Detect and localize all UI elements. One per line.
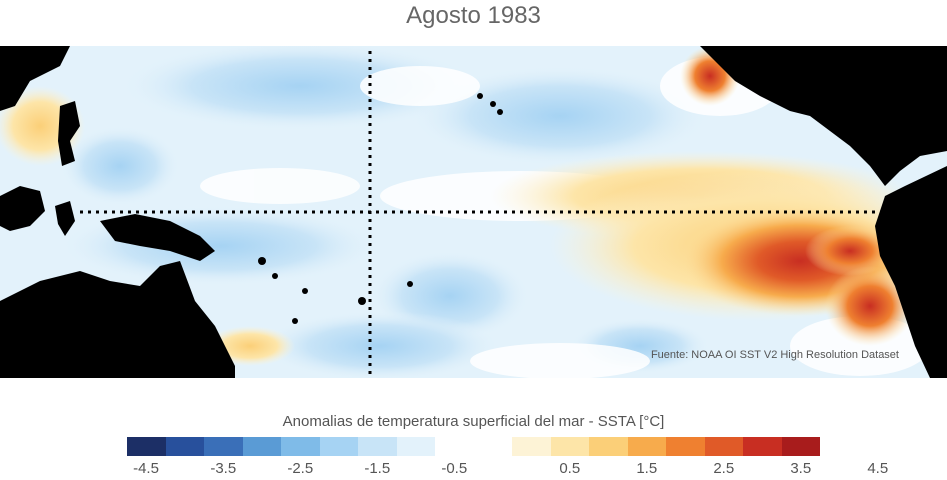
- map-title: Agosto 1983: [406, 2, 541, 29]
- colorbar-swatch: [319, 437, 358, 456]
- colorbar-swatch: [627, 437, 666, 456]
- colorbar-swatch: [242, 437, 281, 456]
- colorbar-swatch: [396, 437, 435, 456]
- colorbar-tick-label: 0.5: [559, 460, 581, 477]
- colorbar-swatch: [204, 437, 243, 456]
- map-canvas: [0, 46, 947, 378]
- asia-land: [0, 46, 70, 111]
- sst-anomaly-map: [0, 46, 947, 378]
- colorbar-tick-label: -1.5: [364, 460, 391, 477]
- colorbar-swatch: [512, 437, 551, 456]
- new-guinea-land: [100, 214, 215, 261]
- colorbar-swatch: [127, 437, 166, 456]
- colorbar-swatch: [666, 437, 705, 456]
- south-america-land: [875, 166, 947, 378]
- data-source-note: Fuente: NOAA OI SST V2 High Resolution D…: [650, 349, 899, 361]
- philippines-land: [58, 101, 80, 166]
- colorbar-swatch: [589, 437, 628, 456]
- colorbar: [127, 437, 820, 456]
- colorbar-swatch: [550, 437, 589, 456]
- colorbar-swatch: [358, 437, 397, 456]
- colorbar-tick-label: 1.5: [636, 460, 658, 477]
- colorbar-tick-label: -3.5: [210, 460, 237, 477]
- land-masses: [0, 46, 947, 378]
- colorbar-swatch: [781, 437, 820, 456]
- colorbar-tick-label: 3.5: [790, 460, 812, 477]
- colorbar-tick-label: -4.5: [133, 460, 159, 477]
- colorbar-tick-label: -0.5: [441, 460, 468, 477]
- sulawesi-land: [55, 201, 75, 236]
- colorbar-title: Anomalias de temperatura superficial del…: [282, 413, 665, 430]
- colorbar-swatch: [435, 437, 474, 456]
- colorbar-tick-label: 4.5: [867, 460, 889, 477]
- colorbar-swatch: [743, 437, 782, 456]
- north-america-land: [700, 46, 947, 186]
- colorbar-swatch: [704, 437, 743, 456]
- colorbar-swatch: [165, 437, 204, 456]
- colorbar-swatch: [473, 437, 512, 456]
- borneo-land: [0, 186, 45, 231]
- colorbar-swatch: [281, 437, 320, 456]
- colorbar-tick-label: 2.5: [713, 460, 735, 477]
- colorbar-tick-label: -2.5: [287, 460, 314, 477]
- australia-land: [0, 261, 235, 378]
- colorbar-ticks: -4.5 -3.5 -2.5 -1.5 -0.5 0.5 1.5 2.5 3.5 4.5: [0, 460, 947, 480]
